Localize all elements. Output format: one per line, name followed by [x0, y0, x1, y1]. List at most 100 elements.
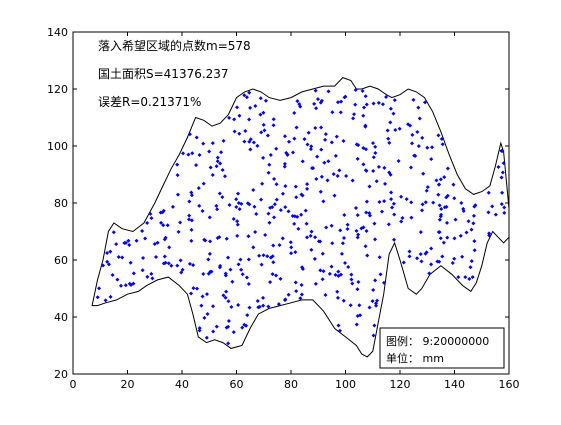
- scatter-point: [335, 173, 340, 178]
- scatter-point: [116, 254, 121, 259]
- scatter-point: [471, 213, 476, 218]
- scatter-point: [189, 227, 194, 232]
- scatter-point: [341, 298, 346, 303]
- scatter-point: [244, 95, 249, 100]
- scatter-point: [354, 205, 359, 210]
- scatter-point: [237, 113, 242, 118]
- scatter-point: [471, 221, 476, 226]
- scatter-point: [95, 295, 100, 300]
- scatter-point: [128, 260, 133, 265]
- scatter-point: [161, 223, 166, 228]
- scatter-point: [418, 252, 423, 257]
- scatter-point: [120, 255, 125, 260]
- scatter-point: [496, 164, 501, 169]
- scatter-point: [131, 271, 136, 276]
- scatter-point: [333, 272, 338, 277]
- scatter-point: [214, 164, 219, 169]
- scatter-point: [103, 298, 108, 303]
- scatter-point: [372, 323, 377, 328]
- scatter-point: [343, 94, 348, 99]
- scatter-point: [205, 312, 210, 317]
- scatter-point: [404, 197, 409, 202]
- scatter-point: [410, 141, 415, 146]
- scatter-point: [390, 205, 395, 210]
- scatter-point: [434, 178, 439, 183]
- scatter-point: [389, 190, 394, 195]
- scatter-point: [163, 260, 168, 265]
- scatter-point: [290, 213, 295, 218]
- scatter-point: [247, 305, 252, 310]
- scatter-point: [149, 216, 154, 221]
- scatter-point: [416, 144, 421, 149]
- scatter-point: [323, 132, 328, 137]
- scatter-point: [499, 175, 504, 180]
- scatter-point: [362, 105, 367, 110]
- scatter-point: [335, 100, 340, 105]
- scatter-point: [257, 253, 262, 258]
- scatter-point: [261, 110, 266, 115]
- annotation-error: 误差R=0.21371%: [98, 95, 201, 109]
- scatter-point: [344, 174, 349, 179]
- region-boundary: [91, 77, 510, 358]
- x-tick-label: 0: [70, 378, 77, 391]
- scatter-point: [155, 240, 160, 245]
- scatter-point: [235, 219, 240, 224]
- scatter-point: [242, 139, 247, 144]
- scatter-point: [305, 142, 310, 147]
- scatter-point: [355, 235, 360, 240]
- scatter-point: [392, 237, 397, 242]
- scatter-point: [197, 328, 202, 333]
- scatter-point: [299, 212, 304, 217]
- scatter-point: [319, 174, 324, 179]
- scatter-point: [382, 199, 387, 204]
- scatter-point: [218, 161, 223, 166]
- scatter-point: [228, 267, 233, 272]
- legend-line-scale: 图例： 9:20000000: [386, 334, 489, 348]
- scatter-point: [441, 240, 446, 245]
- scatter-point: [360, 89, 365, 94]
- scatter-point: [410, 132, 415, 137]
- scatter-point: [355, 287, 360, 292]
- scatter-point: [323, 137, 328, 142]
- scatter-point: [376, 164, 381, 169]
- scatter-point: [373, 151, 378, 156]
- scatter-point: [154, 254, 159, 259]
- scatter-point: [236, 303, 241, 308]
- scatter-point: [383, 181, 388, 186]
- scatter-point: [330, 110, 335, 115]
- scatter-point: [425, 185, 430, 190]
- scatter-point: [399, 194, 404, 199]
- scatter-point: [106, 262, 111, 267]
- scatter-point: [267, 220, 272, 225]
- annotation-area: 国土面积S=41376.237: [98, 67, 229, 81]
- scatter-point: [388, 172, 393, 177]
- scatter-point: [436, 133, 441, 138]
- scatter-point: [202, 315, 207, 320]
- scatter-point: [374, 179, 379, 184]
- scatter-point: [312, 101, 317, 106]
- scatter-point: [274, 197, 279, 202]
- scatter-point: [176, 229, 181, 234]
- scatter-point: [289, 251, 294, 256]
- scatter-point: [314, 177, 319, 182]
- scatter-point: [214, 203, 219, 208]
- scatter-point: [149, 271, 154, 276]
- scatter-point: [336, 273, 341, 278]
- scatter-point: [423, 100, 428, 105]
- scatter-point: [237, 131, 242, 136]
- scatter-point: [274, 273, 279, 278]
- scatter-point: [371, 168, 376, 173]
- scatter-point: [272, 202, 277, 207]
- scatter-point: [280, 236, 285, 241]
- scatter-point: [217, 191, 222, 196]
- scatter-point: [294, 125, 299, 130]
- scatter-point: [299, 283, 304, 288]
- scatter-point: [406, 122, 411, 127]
- scatter-point: [323, 292, 328, 297]
- scatter-point: [127, 242, 132, 247]
- scatter-point: [187, 199, 192, 204]
- scatter-point: [463, 275, 468, 280]
- scatter-point: [401, 260, 406, 265]
- scatter-point: [382, 280, 387, 285]
